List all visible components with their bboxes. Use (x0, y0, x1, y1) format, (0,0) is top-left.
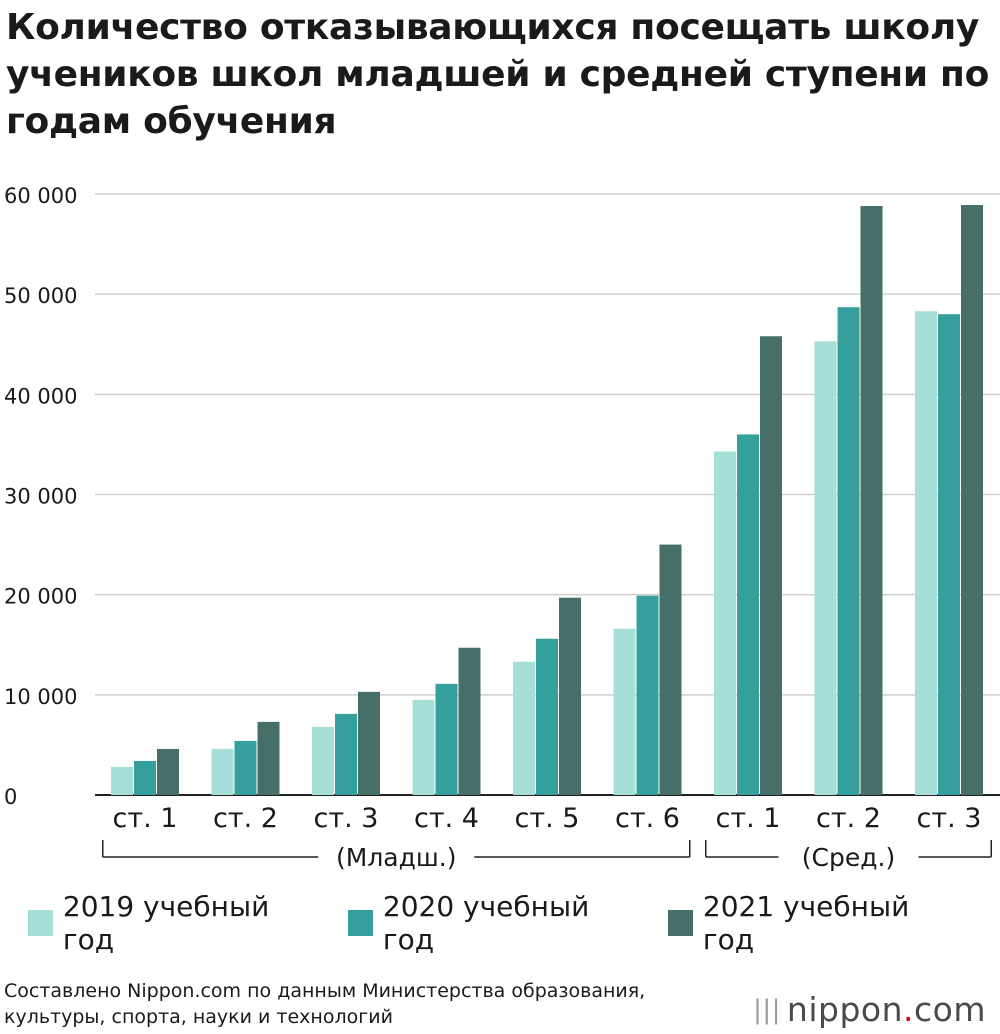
bar (938, 314, 960, 795)
y-tick-label: 60 000 (4, 184, 77, 208)
legend-swatch (668, 910, 693, 936)
y-tick-label: 20 000 (4, 585, 77, 609)
bar (613, 628, 636, 795)
bar (860, 206, 883, 795)
bar (312, 726, 334, 795)
legend-item: 2020 учебный год (348, 890, 638, 956)
legend-label: 2020 учебный год (382, 890, 590, 956)
bar (358, 691, 380, 795)
x-tick-label: ст. 5 (515, 803, 580, 834)
bar (737, 434, 759, 795)
bar (837, 307, 860, 795)
x-tick-label: ст. 2 (816, 803, 881, 834)
x-tick-label: ст. 2 (213, 803, 278, 834)
x-tick-label: ст. 3 (314, 803, 379, 834)
legend-swatch (348, 910, 373, 936)
logo-suffix: com (914, 990, 986, 1029)
bars-icon: ||| (753, 995, 781, 1025)
source-line-1: Составлено Nippon.com по данным Министер… (4, 980, 646, 1002)
x-tick-label: ст. 6 (615, 803, 680, 834)
bar (157, 748, 179, 795)
bar (234, 740, 257, 795)
y-tick-label: 40 000 (4, 384, 77, 408)
x-tick-label: ст. 3 (917, 803, 982, 834)
bar (211, 748, 234, 795)
bar (412, 699, 435, 795)
bar (513, 661, 535, 795)
bar (559, 597, 581, 795)
bar-chart: 0 10 000 20 000 30 000 40 000 50 000 60 000 ст.… (4, 184, 1000, 872)
y-tick-label: 50 000 (4, 284, 77, 308)
legend: 2019 учебный год 2020 учебный год 2021 уче… (28, 890, 988, 956)
legend-label: 2021 учебный год (702, 890, 910, 956)
x-tick-label: ст. 4 (414, 803, 479, 834)
bar (134, 760, 156, 795)
group-label: (Сред.) (802, 843, 895, 872)
bar (335, 713, 357, 795)
bar (536, 638, 558, 795)
bar (961, 205, 983, 796)
x-tick-label: ст. 1 (113, 803, 178, 834)
legend-item: 2019 учебный год (28, 890, 318, 956)
logo-dot: . (903, 990, 915, 1029)
source-note: Составлено Nippon.com по данным Министер… (4, 978, 645, 1030)
bar (257, 721, 280, 795)
chart-title: Количество отказывающихся посещать школу… (6, 7, 990, 142)
bar (760, 336, 782, 795)
y-tick-label: 0 (4, 785, 17, 809)
bar (814, 341, 837, 795)
source-line-2: культуры, спорта, науки и технологий (4, 1006, 393, 1028)
nippon-logo: ||| nippon.com (753, 990, 986, 1029)
group-label: (Младш.) (336, 843, 456, 872)
legend-swatch (28, 910, 53, 936)
y-tick-label: 30 000 (4, 485, 77, 509)
legend-label: 2019 учебный год (62, 890, 270, 956)
x-tick-label: ст. 1 (716, 803, 781, 834)
bar (915, 311, 937, 795)
logo-name: nippon (786, 990, 904, 1029)
bar (714, 451, 736, 795)
bar (458, 647, 481, 795)
y-tick-label: 10 000 (4, 685, 77, 709)
bar (111, 766, 133, 795)
bar (659, 544, 682, 795)
bar (636, 595, 659, 795)
bar (435, 683, 458, 795)
legend-item: 2021 учебный год (668, 890, 958, 956)
